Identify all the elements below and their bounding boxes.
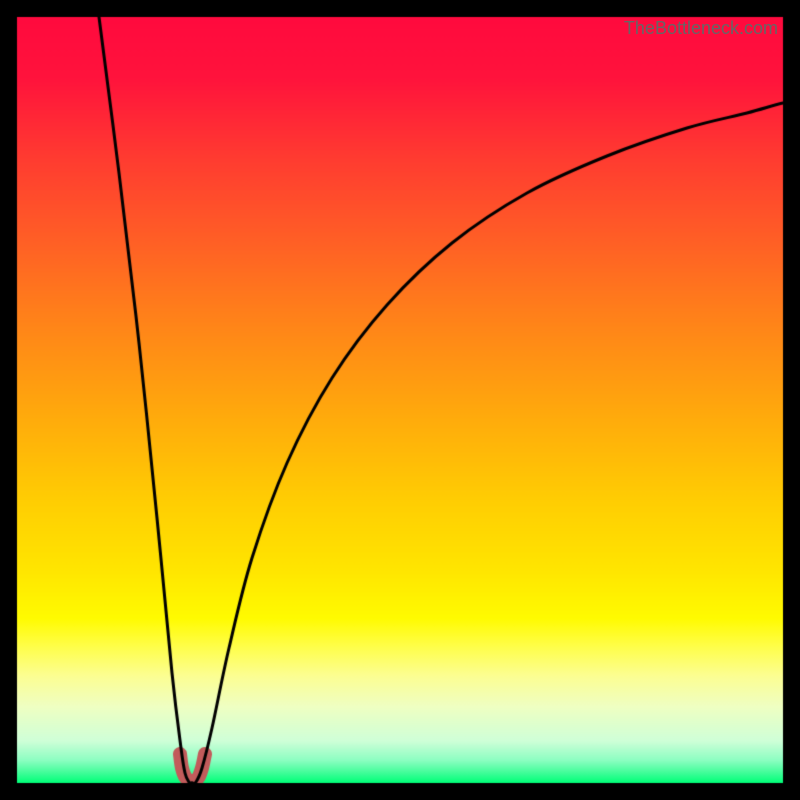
watermark-text: TheBottleneck.com: [624, 18, 778, 39]
bottleneck-gradient-plot: [0, 0, 800, 800]
figure-root: TheBottleneck.com: [0, 0, 800, 800]
